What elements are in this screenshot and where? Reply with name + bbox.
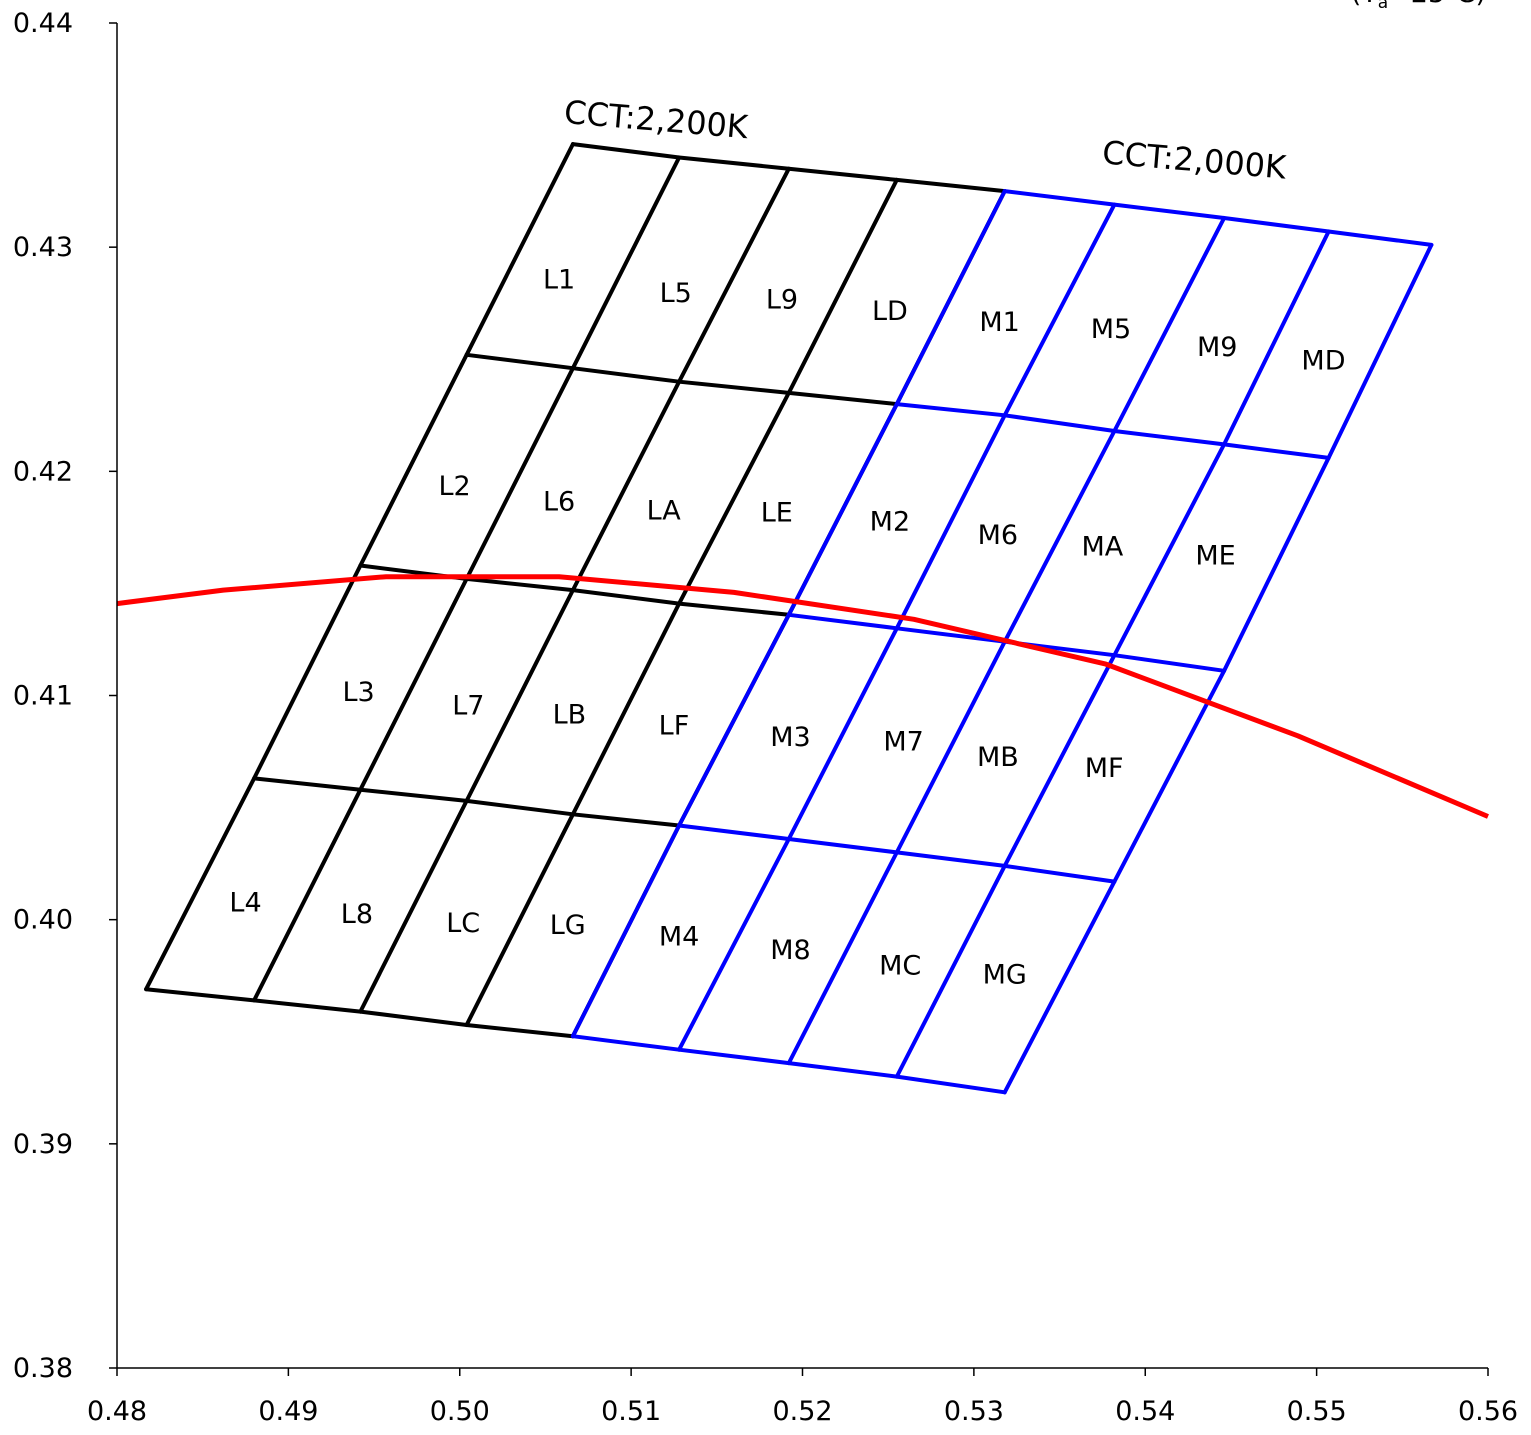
note-subscript: a bbox=[1378, 0, 1388, 13]
bin-label: L7 bbox=[452, 690, 484, 721]
bin-label: LB bbox=[553, 699, 587, 730]
y-tick-label: 0.44 bbox=[13, 8, 73, 39]
x-tick-label: 0.56 bbox=[1458, 1396, 1518, 1427]
bin-label: LE bbox=[761, 498, 793, 529]
axes-layer: 0.48 0.49 0.50 0.51 0.52 0.53 0.54 0.55 0.56 0.38… bbox=[13, 8, 1518, 1427]
bin-label: M1 bbox=[979, 307, 1019, 338]
bin-boundary-column bbox=[570, 189, 1007, 1039]
y-tick-label: 0.40 bbox=[13, 905, 73, 936]
bin-label: LC bbox=[446, 908, 480, 939]
bin-boundary-row bbox=[1002, 189, 1434, 247]
bin-label: L6 bbox=[543, 486, 575, 517]
bin-label: MD bbox=[1301, 345, 1345, 376]
blackbody-locus-line bbox=[116, 574, 1489, 819]
x-tick-label: 0.50 bbox=[430, 1396, 490, 1427]
bin-labels-layer: L1 L5 L9 LD M1 M5 M9 MD L2 L6 LA LE M2 M6 MA ME L3 L7 LB LF… bbox=[229, 93, 1345, 990]
bin-boundary-column bbox=[1002, 242, 1434, 1095]
note-suffix: =25℃) bbox=[1388, 0, 1486, 9]
y-tick-label: 0.42 bbox=[13, 456, 73, 487]
x-tick-label: 0.49 bbox=[258, 1396, 318, 1427]
bin-label: MG bbox=[983, 959, 1027, 990]
bin-label: LD bbox=[872, 296, 908, 327]
x-tick-label: 0.51 bbox=[601, 1396, 661, 1427]
bin-label: L4 bbox=[229, 888, 261, 919]
bin-label: MC bbox=[879, 951, 921, 982]
bin-label: L8 bbox=[341, 899, 373, 930]
cct-label: CCT:2,000K bbox=[1101, 133, 1289, 186]
bin-boundary-column bbox=[358, 166, 791, 1014]
bin-label: LA bbox=[647, 495, 682, 526]
x-tick-label: 0.55 bbox=[1287, 1396, 1347, 1427]
bin-label: M7 bbox=[883, 726, 923, 757]
bin-label: M3 bbox=[770, 722, 810, 753]
cct-label: CCT:2,200K bbox=[563, 93, 751, 146]
y-tick-label: 0.43 bbox=[13, 232, 73, 263]
bin-label: L1 bbox=[543, 265, 575, 296]
bin-label: MF bbox=[1085, 753, 1124, 784]
bin-label: M4 bbox=[659, 921, 699, 952]
bin-boundary-column bbox=[677, 202, 1117, 1052]
bin-label: L9 bbox=[766, 285, 798, 316]
temperature-note: (Ta=25℃) bbox=[1351, 0, 1486, 13]
x-tick-label: 0.52 bbox=[772, 1396, 832, 1427]
y-tick-label: 0.41 bbox=[13, 681, 73, 712]
blackbody-locus-layer bbox=[116, 574, 1489, 819]
y-tick-label: 0.38 bbox=[13, 1353, 73, 1384]
note-prefix: (T bbox=[1351, 0, 1379, 9]
bin-label: LG bbox=[550, 910, 586, 941]
bin-label: MA bbox=[1082, 531, 1124, 562]
bin-boundary-column bbox=[894, 229, 1331, 1079]
x-tick-label: 0.54 bbox=[1115, 1396, 1175, 1427]
bin-label: M8 bbox=[770, 935, 810, 966]
x-tick-label: 0.53 bbox=[944, 1396, 1004, 1427]
bin-label: L3 bbox=[343, 677, 375, 708]
bin-label: M6 bbox=[978, 520, 1018, 551]
bin-label: LF bbox=[659, 711, 690, 742]
x-tick-label: 0.48 bbox=[87, 1396, 147, 1427]
bin-boundary-column bbox=[144, 142, 575, 992]
bin-label: MB bbox=[977, 742, 1019, 773]
bin-label: ME bbox=[1195, 540, 1235, 571]
bin-label: M2 bbox=[870, 507, 910, 538]
bin-label: M5 bbox=[1091, 314, 1131, 345]
bin-label: M9 bbox=[1197, 332, 1237, 363]
bin-label: L2 bbox=[438, 471, 470, 502]
bin-label: L5 bbox=[660, 278, 692, 309]
y-tick-label: 0.39 bbox=[13, 1129, 73, 1160]
bin-boundary-column bbox=[464, 177, 899, 1027]
